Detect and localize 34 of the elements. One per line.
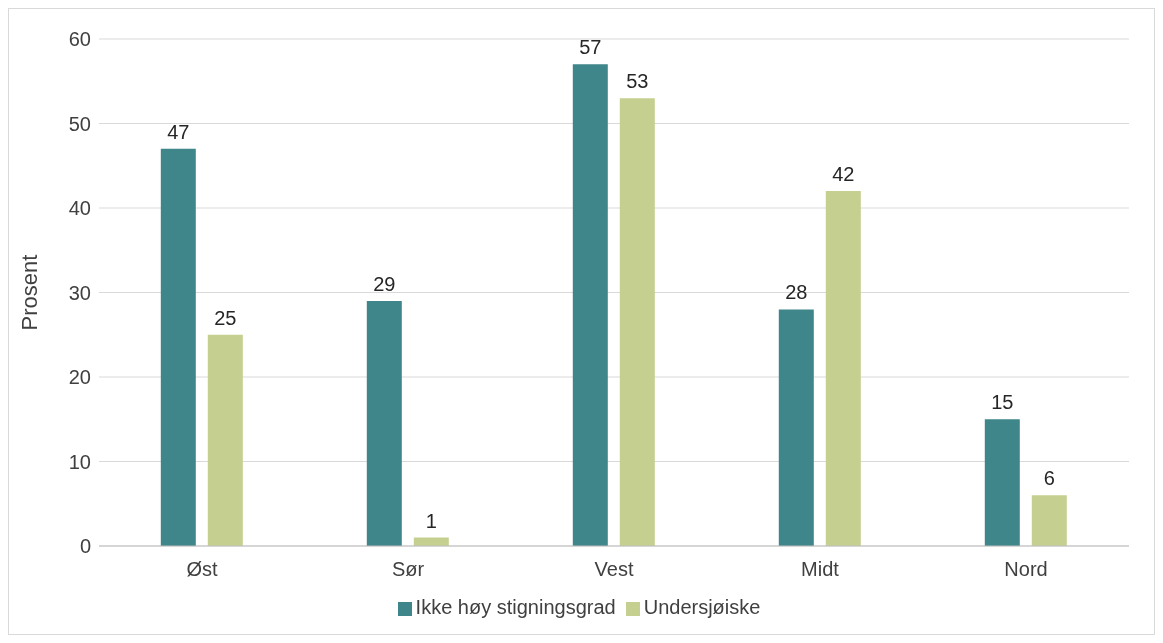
y-tick-label: 20 (68, 366, 91, 389)
data-label: 15 (991, 391, 1014, 414)
data-label: 1 (425, 509, 437, 532)
data-label: 42 (832, 163, 855, 186)
data-label: 6 (1043, 467, 1055, 490)
bar (160, 148, 196, 546)
y-axis-title: Prosent (16, 254, 42, 331)
data-label: 53 (626, 70, 649, 93)
legend-label: Undersjøiske (643, 596, 761, 618)
y-tick-label: 40 (68, 197, 91, 220)
y-tick-label: 30 (68, 281, 91, 304)
x-tick-label: Vest (594, 558, 634, 581)
x-tick-label: Midt (801, 558, 840, 581)
bar (207, 334, 243, 546)
legend-label: Ikke høy stigningsgrad (415, 596, 616, 618)
y-tick-label: 0 (79, 535, 91, 558)
data-label: 29 (373, 272, 396, 295)
bar (366, 300, 402, 546)
x-tick-label: Sør (391, 558, 425, 581)
y-tick-label: 60 (68, 28, 91, 51)
y-tick-label: 10 (68, 450, 91, 473)
bar (984, 419, 1020, 546)
x-tick-label: Nord (1004, 558, 1048, 581)
bar (619, 98, 655, 546)
y-tick-label: 50 (68, 112, 91, 135)
x-tick-label: Øst (186, 558, 218, 581)
bar (778, 309, 814, 546)
data-label: 28 (785, 281, 808, 304)
data-label: 25 (214, 306, 237, 329)
data-label: 57 (579, 36, 602, 59)
bar (1031, 495, 1067, 546)
data-label: 47 (167, 120, 190, 143)
bar (572, 64, 608, 546)
bar (825, 191, 861, 546)
